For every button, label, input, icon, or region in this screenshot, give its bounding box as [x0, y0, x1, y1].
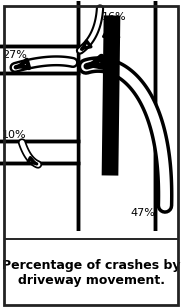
- Bar: [0, 140, 78, 163]
- Text: Percentage of crashes by
driveway movement.: Percentage of crashes by driveway moveme…: [2, 259, 180, 287]
- Text: 27%: 27%: [2, 50, 27, 59]
- Text: 16%: 16%: [102, 13, 127, 22]
- Text: 10%: 10%: [2, 131, 27, 140]
- Bar: [0, 46, 78, 72]
- Bar: [78, 1, 155, 230]
- Text: 47%: 47%: [130, 208, 155, 217]
